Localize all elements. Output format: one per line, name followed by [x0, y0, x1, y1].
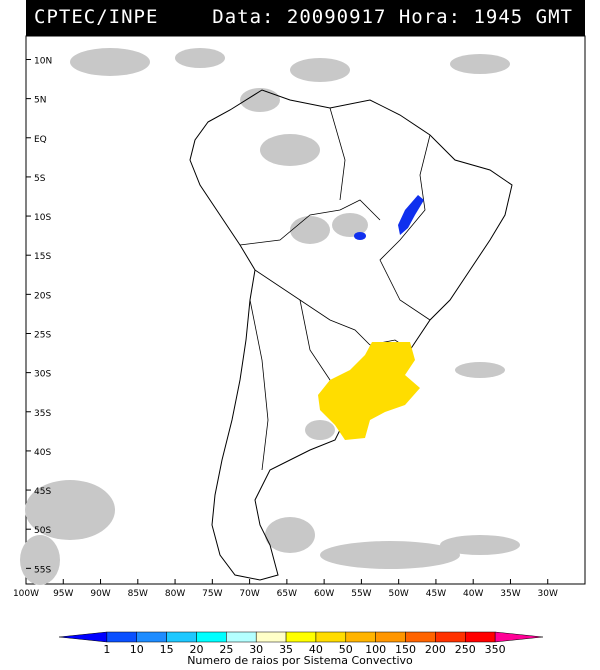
lat-tick-label: 10N	[34, 56, 52, 66]
legend-swatch	[285, 631, 317, 643]
legend-value: 1	[103, 643, 110, 656]
map-frame	[25, 35, 586, 585]
lon-tick-label: 30W	[538, 589, 558, 599]
continent-outline	[189, 89, 513, 581]
legend-swatch	[255, 631, 287, 643]
legend-value: 250	[455, 643, 476, 656]
legend-swatch	[465, 631, 496, 643]
cloud-cover	[20, 48, 520, 585]
legend-value: 35	[279, 643, 293, 656]
legend-value: 150	[395, 643, 416, 656]
legend-swatch	[405, 631, 436, 643]
lat-tick-label: 45S	[34, 487, 51, 497]
legend-swatch	[136, 631, 167, 643]
lat-tick-label: 5S	[34, 174, 46, 184]
lat-tick-label: 50S	[34, 526, 51, 536]
lon-tick-label: 45W	[426, 589, 446, 599]
legend-swatch	[106, 631, 137, 643]
legend-swatch	[58, 631, 108, 643]
lightning-area-small	[354, 232, 366, 240]
lightning-area-south	[318, 342, 420, 440]
lon-tick-label: 85W	[128, 589, 148, 599]
legend-swatch	[196, 631, 227, 643]
legend-title: Numero de raios por Sistema Convectivo	[187, 654, 413, 667]
legend-value: 50	[339, 643, 353, 656]
legend-swatch	[166, 631, 197, 643]
legend-value: 20	[189, 643, 203, 656]
legend-swatch	[375, 631, 406, 643]
lon-tick-label: 60W	[314, 589, 334, 599]
legend-colorbar	[58, 631, 544, 643]
legend-swatch	[345, 631, 376, 643]
legend-swatch	[435, 631, 466, 643]
lat-tick-label: 40S	[34, 448, 51, 458]
legend-value: 40	[309, 643, 323, 656]
longitude-axis: 100W 95W 90W 85W 80W 75W 70W 65W 60W 55W 50W 45W 40W…	[13, 579, 558, 599]
lat-tick-label: 5N	[34, 96, 46, 106]
lon-tick-label: 75W	[202, 589, 222, 599]
legend-value: 15	[160, 643, 174, 656]
lat-tick-label: 55S	[34, 565, 51, 575]
lat-tick-label: EQ	[34, 135, 47, 145]
lon-tick-label: 100W	[13, 589, 39, 599]
lon-tick-label: 70W	[239, 589, 259, 599]
lat-tick-label: 15S	[34, 252, 51, 262]
legend-value: 200	[425, 643, 446, 656]
lon-tick-label: 65W	[277, 589, 297, 599]
lat-tick-label: 10S	[34, 213, 51, 223]
country-borders	[239, 107, 431, 471]
lat-tick-label: 35S	[34, 409, 51, 419]
lon-tick-label: 35W	[500, 589, 520, 599]
lon-tick-label: 90W	[90, 589, 110, 599]
lightning-area-north	[398, 195, 424, 235]
legend-tick-labels: 1 10 15 20 25 30 35 40 50 100 150 200 250 350	[103, 643, 505, 656]
legend-value: 25	[219, 643, 233, 656]
legend-value: 350	[485, 643, 506, 656]
legend-swatch	[494, 631, 544, 643]
datetime-label: Data: 20090917 Hora: 1945 GMT	[212, 6, 573, 28]
lat-tick-label: 30S	[34, 370, 51, 380]
legend-value: 100	[365, 643, 386, 656]
lon-tick-label: 50W	[388, 589, 408, 599]
lat-tick-label: 20S	[34, 291, 51, 301]
latitude-axis: 10N 5N EQ 5S 10S 15S 20S 25S 30S 35S 40S 45S 50S 55S	[26, 56, 52, 575]
lon-tick-label: 80W	[165, 589, 185, 599]
legend-swatch	[315, 631, 347, 643]
source-label: CPTEC/INPE	[34, 6, 159, 28]
legend-value: 10	[130, 643, 144, 656]
lon-tick-label: 55W	[351, 589, 371, 599]
lat-tick-label: 25S	[34, 330, 51, 340]
title-bar: CPTEC/INPE Data: 20090917 Hora: 1945 GMT	[26, 0, 585, 36]
legend-value: 30	[249, 643, 263, 656]
lon-tick-label: 40W	[463, 589, 483, 599]
lon-tick-label: 95W	[53, 589, 73, 599]
legend-swatch	[226, 631, 257, 643]
